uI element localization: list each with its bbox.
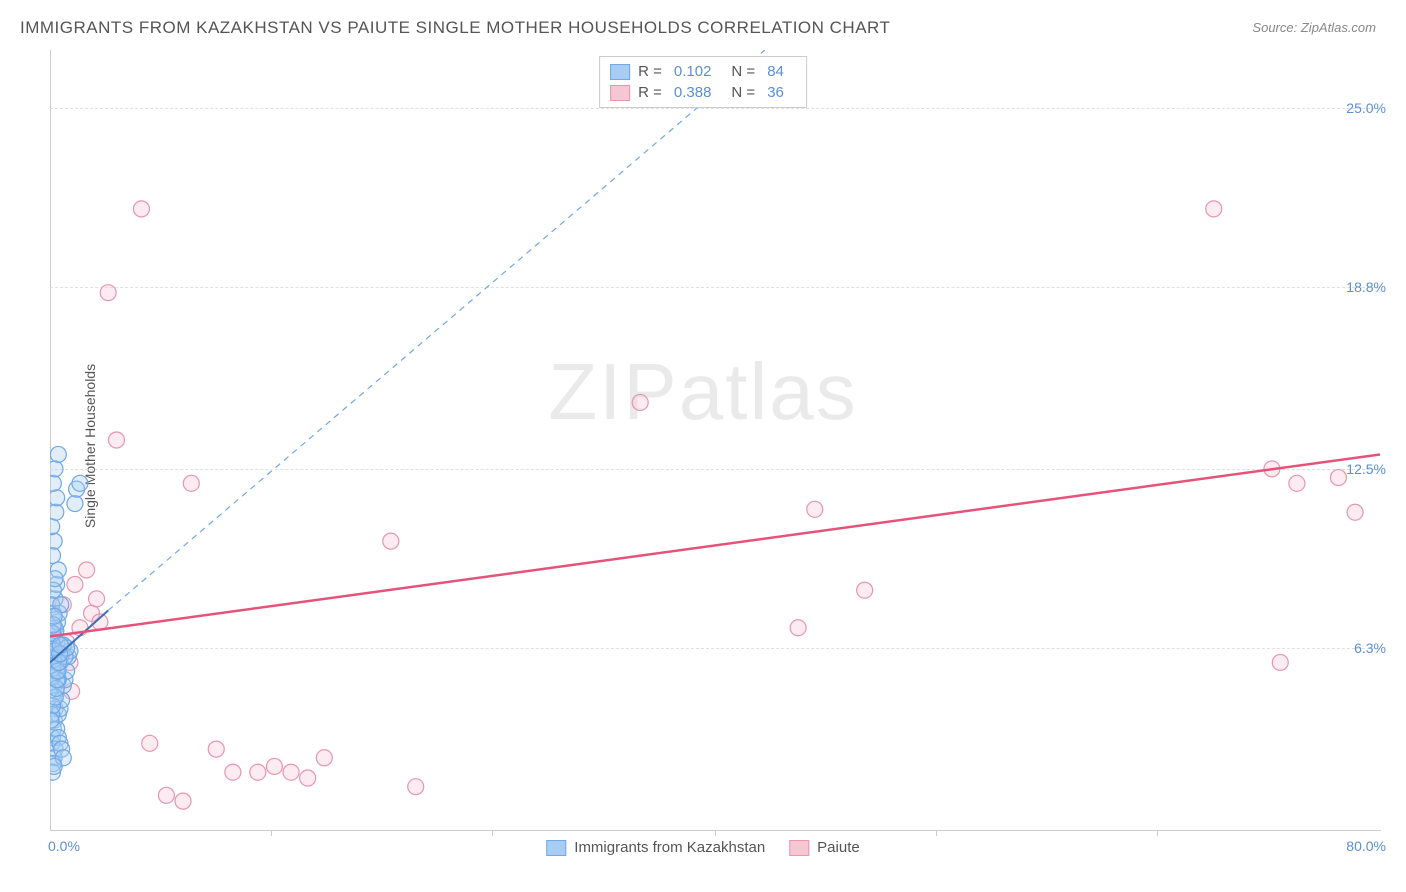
scatter-point: [50, 461, 63, 477]
scatter-point: [50, 446, 66, 462]
scatter-point: [300, 770, 316, 786]
n-label: N =: [731, 63, 755, 80]
x-tick-label: 0.0%: [48, 838, 80, 854]
x-tick-mark: [492, 830, 493, 836]
trend-line: [50, 454, 1380, 636]
scatter-point: [225, 764, 241, 780]
scatter-point: [383, 533, 399, 549]
swatch-series-2: [610, 85, 630, 101]
n-label: N =: [731, 84, 755, 101]
legend-item-2: Paiute: [789, 839, 860, 856]
legend-row-1: R = 0.102 N = 84: [610, 61, 796, 82]
x-tick-mark: [715, 830, 716, 836]
scatter-point: [133, 201, 149, 217]
scatter-point: [50, 758, 62, 774]
scatter-point: [50, 519, 60, 535]
trend-line-ext: [108, 50, 765, 610]
legend-row-2: R = 0.388 N = 36: [610, 82, 796, 103]
scatter-point: [50, 608, 62, 624]
scatter-point: [408, 779, 424, 795]
scatter-chart: [50, 50, 1380, 830]
scatter-point: [67, 576, 83, 592]
scatter-point: [89, 591, 105, 607]
scatter-point: [183, 475, 199, 491]
swatch-series-1: [610, 64, 630, 80]
scatter-point: [67, 496, 83, 512]
r-value-1: 0.102: [674, 63, 712, 80]
legend-label-1: Immigrants from Kazakhstan: [574, 839, 765, 856]
scatter-point: [175, 793, 191, 809]
scatter-point: [250, 764, 266, 780]
scatter-point: [50, 571, 63, 587]
chart-title: IMMIGRANTS FROM KAZAKHSTAN VS PAIUTE SIN…: [20, 18, 890, 38]
scatter-point: [790, 620, 806, 636]
scatter-point: [52, 637, 68, 653]
x-tick-mark: [1157, 830, 1158, 836]
r-value-2: 0.388: [674, 84, 712, 101]
scatter-point: [1347, 504, 1363, 520]
scatter-point: [50, 533, 62, 549]
swatch-series-2: [789, 840, 809, 856]
scatter-point: [50, 475, 61, 491]
swatch-series-1: [546, 840, 566, 856]
scatter-point: [50, 504, 64, 520]
scatter-point: [109, 432, 125, 448]
scatter-point: [100, 285, 116, 301]
r-label: R =: [638, 63, 662, 80]
legend-label-2: Paiute: [817, 839, 860, 856]
scatter-point: [632, 394, 648, 410]
scatter-point: [316, 750, 332, 766]
x-tick-label: 80.0%: [1346, 838, 1386, 854]
scatter-point: [807, 501, 823, 517]
series-legend: Immigrants from Kazakhstan Paiute: [540, 839, 865, 856]
legend-item-1: Immigrants from Kazakhstan: [546, 839, 765, 856]
scatter-point: [1206, 201, 1222, 217]
scatter-point: [857, 582, 873, 598]
correlation-legend: R = 0.102 N = 84 R = 0.388 N = 36: [599, 56, 807, 108]
r-label: R =: [638, 84, 662, 101]
scatter-point: [1272, 654, 1288, 670]
scatter-point: [79, 562, 95, 578]
source-attribution: Source: ZipAtlas.com: [1252, 20, 1376, 35]
n-value-2: 36: [767, 84, 784, 101]
scatter-point: [283, 764, 299, 780]
x-tick-mark: [936, 830, 937, 836]
x-tick-mark: [271, 830, 272, 836]
scatter-point: [1289, 475, 1305, 491]
scatter-point: [158, 787, 174, 803]
scatter-point: [50, 490, 65, 506]
source-label: Source:: [1252, 20, 1297, 35]
scatter-point: [72, 475, 88, 491]
scatter-point: [266, 758, 282, 774]
scatter-point: [142, 735, 158, 751]
scatter-point: [50, 548, 60, 564]
scatter-point: [1330, 470, 1346, 486]
n-value-1: 84: [767, 63, 784, 80]
scatter-point: [208, 741, 224, 757]
source-link[interactable]: ZipAtlas.com: [1301, 20, 1376, 35]
